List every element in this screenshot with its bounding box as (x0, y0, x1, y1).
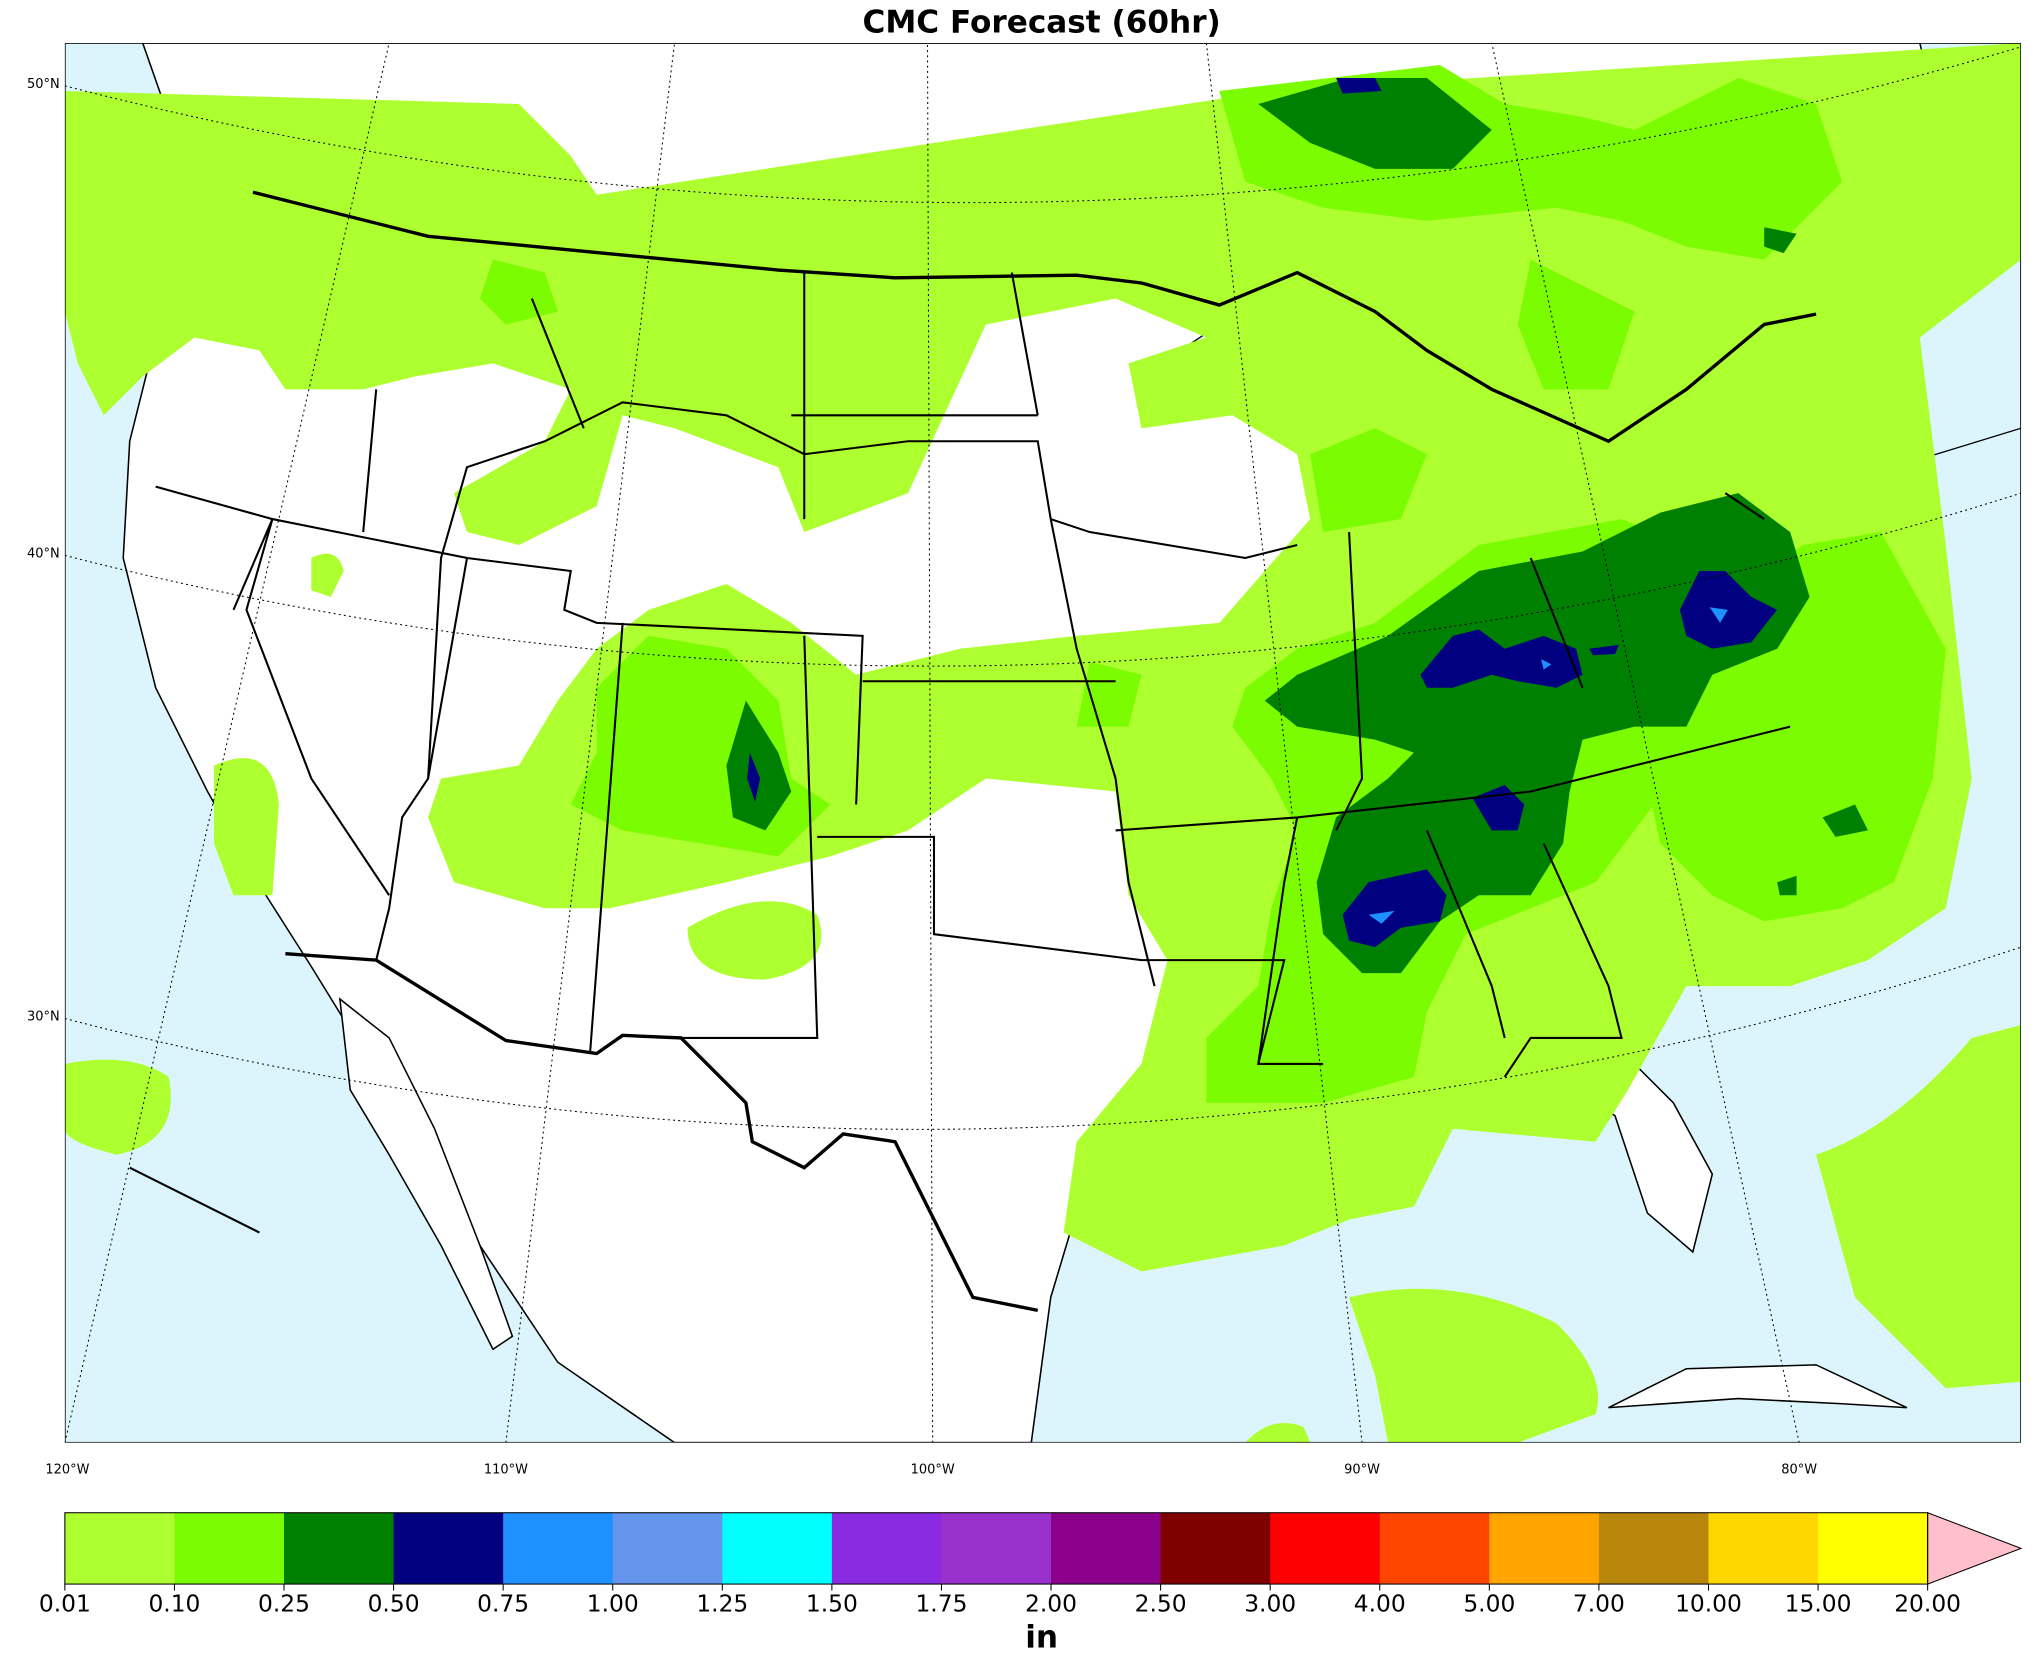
colorbar-tick-label: 4.00 (1354, 1589, 1406, 1617)
colorbar-tick-label: 7.00 (1573, 1589, 1625, 1617)
longitude-label: 100°W (911, 1462, 955, 1477)
map-shape (726, 78, 1868, 974)
latitude-label: 30°N (27, 1010, 60, 1025)
colorbar-tick-label: 1.25 (696, 1589, 748, 1617)
colorbar-segment (174, 1512, 285, 1585)
colorbar-segment (1051, 1512, 1162, 1585)
colorbar-segment (64, 1512, 176, 1585)
colorbar-segment (1379, 1512, 1490, 1585)
colorbar-tick-label: 0.50 (368, 1589, 420, 1617)
latitude-label: 50°N (27, 77, 60, 92)
colorbar-segment (941, 1512, 1052, 1585)
colorbar-segment (1270, 1512, 1381, 1585)
colorbar-tick-label: 10.00 (1675, 1589, 1742, 1617)
cuba (1608, 1364, 1908, 1409)
colorbar-tick-label: 0.10 (148, 1589, 200, 1617)
colorbar-tick-label: 0.01 (39, 1589, 91, 1617)
precipitation (64, 43, 2022, 1443)
longitude-label: 80°W (1781, 1462, 1817, 1477)
colorbar: 0.01 0.10 0.25 0.50 0.75 1.00 1.25 1.50 1.75 2.00… (39, 1511, 2023, 1656)
colorbar-segment (831, 1512, 943, 1585)
longitude-label: 110°W (484, 1462, 528, 1477)
colorbar-segment (722, 1512, 833, 1585)
colorbar-segment (1160, 1512, 1271, 1585)
colorbar-segment (1818, 1512, 1929, 1585)
latitude-label: 40°N (27, 547, 60, 562)
colorbar-tick-label: 2.50 (1135, 1589, 1187, 1617)
colorbar-unit: in (1025, 1620, 1058, 1656)
colorbar-segment (612, 1512, 723, 1585)
colorbar-tick-label: 1.75 (915, 1589, 967, 1617)
map-shape (252, 190, 1817, 444)
colorbar-tick-label: 5.00 (1463, 1589, 1515, 1617)
borders (64, 43, 2022, 1443)
colorbar-extension (1927, 1511, 2023, 1585)
colorbar-tick-label: 20.00 (1894, 1589, 1961, 1617)
colorbar-tick-label: 3.00 (1244, 1589, 1296, 1617)
colorbar-frame (64, 1512, 1929, 1585)
colorbar-tick-label: 2.00 (1025, 1589, 1077, 1617)
longitude-label: 120°W (45, 1462, 89, 1477)
colorbar-segment (284, 1512, 395, 1585)
colorbar-segment (1598, 1512, 1710, 1585)
colorbar-tick-label: 0.75 (477, 1589, 529, 1617)
longitude-label: 90°W (1344, 1462, 1380, 1477)
colorbar-tick-label: 1.00 (587, 1589, 639, 1617)
colorbar-segment (1708, 1512, 1819, 1585)
baja (338, 997, 514, 1351)
title: CMC Forecast (60hr) (862, 5, 1220, 41)
map-shape (285, 951, 1039, 1313)
map (64, 43, 2022, 1443)
colorbar-segment (1489, 1512, 1600, 1585)
colorbar-tick-label: 15.00 (1785, 1589, 1852, 1617)
graticule-labels: 50°N 40°N 30°N 120°W 110°W 100°W 90°W 80°W (27, 77, 1817, 1477)
colorbar-tick-label: 0.25 (258, 1589, 310, 1617)
colorbar-segment (503, 1512, 614, 1585)
colorbar-tick-label: 1.50 (806, 1589, 858, 1617)
map-shape (129, 272, 1791, 1234)
colorbar-segment (393, 1512, 504, 1585)
map-shape (479, 65, 1946, 1103)
